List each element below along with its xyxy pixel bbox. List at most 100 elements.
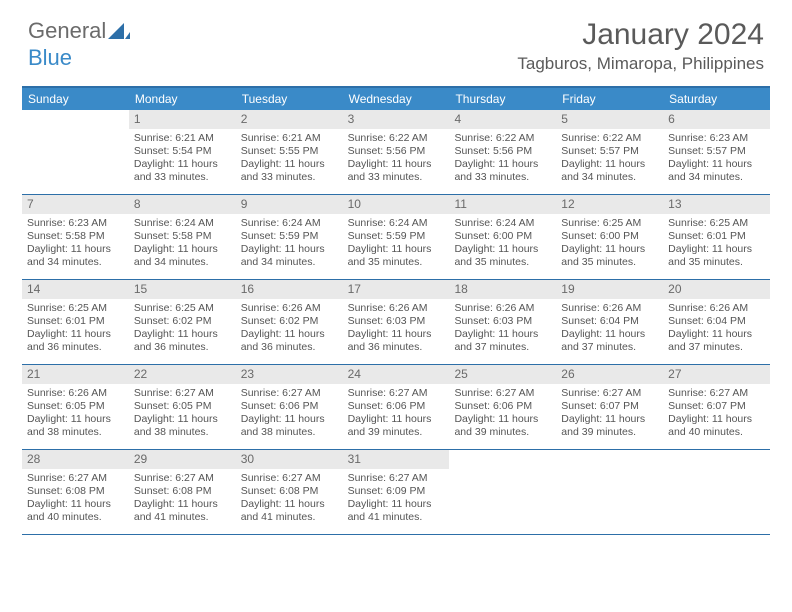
- calendar-cell: 12Sunrise: 6:25 AMSunset: 6:00 PMDayligh…: [556, 195, 663, 279]
- calendar-cell: 20Sunrise: 6:26 AMSunset: 6:04 PMDayligh…: [663, 280, 770, 364]
- daylight-text: Daylight: 11 hours and 34 minutes.: [668, 158, 765, 184]
- sunrise-text: Sunrise: 6:23 AM: [668, 132, 765, 145]
- day-number: 30: [236, 450, 343, 469]
- daylight-text: Daylight: 11 hours and 41 minutes.: [134, 498, 231, 524]
- daylight-text: Daylight: 11 hours and 37 minutes.: [454, 328, 551, 354]
- calendar-cell: 4Sunrise: 6:22 AMSunset: 5:56 PMDaylight…: [449, 110, 556, 194]
- calendar-cell: 22Sunrise: 6:27 AMSunset: 6:05 PMDayligh…: [129, 365, 236, 449]
- sunrise-text: Sunrise: 6:25 AM: [561, 217, 658, 230]
- day-number: 20: [663, 280, 770, 299]
- cell-body: Sunrise: 6:27 AMSunset: 6:06 PMDaylight:…: [343, 384, 450, 444]
- day-number: 29: [129, 450, 236, 469]
- sunset-text: Sunset: 5:58 PM: [134, 230, 231, 243]
- cell-body: Sunrise: 6:23 AMSunset: 5:58 PMDaylight:…: [22, 214, 129, 274]
- sunset-text: Sunset: 6:02 PM: [134, 315, 231, 328]
- day-number: 16: [236, 280, 343, 299]
- sunrise-text: Sunrise: 6:24 AM: [134, 217, 231, 230]
- sunset-text: Sunset: 6:05 PM: [134, 400, 231, 413]
- calendar-cell: 27Sunrise: 6:27 AMSunset: 6:07 PMDayligh…: [663, 365, 770, 449]
- day-number: 31: [343, 450, 450, 469]
- sunset-text: Sunset: 6:06 PM: [348, 400, 445, 413]
- daylight-text: Daylight: 11 hours and 40 minutes.: [668, 413, 765, 439]
- cell-body: Sunrise: 6:27 AMSunset: 6:07 PMDaylight:…: [663, 384, 770, 444]
- calendar-cell: 2Sunrise: 6:21 AMSunset: 5:55 PMDaylight…: [236, 110, 343, 194]
- daylight-text: Daylight: 11 hours and 38 minutes.: [134, 413, 231, 439]
- cell-body: Sunrise: 6:26 AMSunset: 6:03 PMDaylight:…: [343, 299, 450, 359]
- cell-body: Sunrise: 6:27 AMSunset: 6:07 PMDaylight:…: [556, 384, 663, 444]
- calendar-cell: 19Sunrise: 6:26 AMSunset: 6:04 PMDayligh…: [556, 280, 663, 364]
- calendar-cell: 23Sunrise: 6:27 AMSunset: 6:06 PMDayligh…: [236, 365, 343, 449]
- title-block: January 2024 Tagburos, Mimaropa, Philipp…: [517, 18, 764, 74]
- daylight-text: Daylight: 11 hours and 33 minutes.: [134, 158, 231, 184]
- sunrise-text: Sunrise: 6:27 AM: [241, 387, 338, 400]
- week-row: 1Sunrise: 6:21 AMSunset: 5:54 PMDaylight…: [22, 110, 770, 195]
- cell-body: Sunrise: 6:27 AMSunset: 6:06 PMDaylight:…: [449, 384, 556, 444]
- daylight-text: Daylight: 11 hours and 38 minutes.: [27, 413, 124, 439]
- sunrise-text: Sunrise: 6:24 AM: [454, 217, 551, 230]
- daylight-text: Daylight: 11 hours and 34 minutes.: [561, 158, 658, 184]
- calendar-cell: 14Sunrise: 6:25 AMSunset: 6:01 PMDayligh…: [22, 280, 129, 364]
- day-number: 4: [449, 110, 556, 129]
- sunset-text: Sunset: 6:06 PM: [454, 400, 551, 413]
- sunrise-text: Sunrise: 6:27 AM: [134, 387, 231, 400]
- day-number: 13: [663, 195, 770, 214]
- day-number: 8: [129, 195, 236, 214]
- day-number: 11: [449, 195, 556, 214]
- cell-body: Sunrise: 6:25 AMSunset: 6:01 PMDaylight:…: [22, 299, 129, 359]
- calendar-cell: 8Sunrise: 6:24 AMSunset: 5:58 PMDaylight…: [129, 195, 236, 279]
- cell-body: Sunrise: 6:27 AMSunset: 6:09 PMDaylight:…: [343, 469, 450, 529]
- week-row: 14Sunrise: 6:25 AMSunset: 6:01 PMDayligh…: [22, 280, 770, 365]
- day-number: 14: [22, 280, 129, 299]
- cell-body: [556, 469, 663, 476]
- calendar-cell: 7Sunrise: 6:23 AMSunset: 5:58 PMDaylight…: [22, 195, 129, 279]
- day-number: 9: [236, 195, 343, 214]
- sunset-text: Sunset: 5:58 PM: [27, 230, 124, 243]
- calendar-cell: 17Sunrise: 6:26 AMSunset: 6:03 PMDayligh…: [343, 280, 450, 364]
- daylight-text: Daylight: 11 hours and 36 minutes.: [241, 328, 338, 354]
- sunset-text: Sunset: 6:06 PM: [241, 400, 338, 413]
- day-header: Saturday: [663, 88, 770, 110]
- sunrise-text: Sunrise: 6:27 AM: [454, 387, 551, 400]
- daylight-text: Daylight: 11 hours and 33 minutes.: [348, 158, 445, 184]
- sunset-text: Sunset: 6:00 PM: [561, 230, 658, 243]
- week-row: 28Sunrise: 6:27 AMSunset: 6:08 PMDayligh…: [22, 450, 770, 535]
- day-number: 7: [22, 195, 129, 214]
- day-number: 15: [129, 280, 236, 299]
- cell-body: Sunrise: 6:21 AMSunset: 5:54 PMDaylight:…: [129, 129, 236, 189]
- sunset-text: Sunset: 6:04 PM: [668, 315, 765, 328]
- daylight-text: Daylight: 11 hours and 35 minutes.: [348, 243, 445, 269]
- sunrise-text: Sunrise: 6:22 AM: [454, 132, 551, 145]
- cell-body: [22, 129, 129, 136]
- cell-body: Sunrise: 6:26 AMSunset: 6:04 PMDaylight:…: [556, 299, 663, 359]
- daylight-text: Daylight: 11 hours and 41 minutes.: [348, 498, 445, 524]
- cell-body: Sunrise: 6:25 AMSunset: 6:02 PMDaylight:…: [129, 299, 236, 359]
- day-number: 18: [449, 280, 556, 299]
- location-subtitle: Tagburos, Mimaropa, Philippines: [517, 54, 764, 74]
- sunset-text: Sunset: 6:04 PM: [561, 315, 658, 328]
- cell-body: Sunrise: 6:25 AMSunset: 6:00 PMDaylight:…: [556, 214, 663, 274]
- day-number: 25: [449, 365, 556, 384]
- page-header: General Blue January 2024 Tagburos, Mima…: [0, 0, 792, 80]
- day-header: Monday: [129, 88, 236, 110]
- daylight-text: Daylight: 11 hours and 33 minutes.: [241, 158, 338, 184]
- sunset-text: Sunset: 6:03 PM: [454, 315, 551, 328]
- sunrise-text: Sunrise: 6:26 AM: [454, 302, 551, 315]
- sunrise-text: Sunrise: 6:27 AM: [348, 387, 445, 400]
- sunrise-text: Sunrise: 6:26 AM: [348, 302, 445, 315]
- day-header: Thursday: [449, 88, 556, 110]
- calendar-cell: 16Sunrise: 6:26 AMSunset: 6:02 PMDayligh…: [236, 280, 343, 364]
- daylight-text: Daylight: 11 hours and 41 minutes.: [241, 498, 338, 524]
- daylight-text: Daylight: 11 hours and 35 minutes.: [454, 243, 551, 269]
- logo-sail-icon: [108, 19, 130, 45]
- month-title: January 2024: [517, 18, 764, 52]
- sunset-text: Sunset: 6:02 PM: [241, 315, 338, 328]
- sunrise-text: Sunrise: 6:27 AM: [668, 387, 765, 400]
- sunrise-text: Sunrise: 6:25 AM: [668, 217, 765, 230]
- logo: General Blue: [28, 18, 130, 71]
- calendar-cell: 25Sunrise: 6:27 AMSunset: 6:06 PMDayligh…: [449, 365, 556, 449]
- calendar-cell: 21Sunrise: 6:26 AMSunset: 6:05 PMDayligh…: [22, 365, 129, 449]
- sunrise-text: Sunrise: 6:25 AM: [134, 302, 231, 315]
- sunset-text: Sunset: 6:09 PM: [348, 485, 445, 498]
- cell-body: Sunrise: 6:26 AMSunset: 6:02 PMDaylight:…: [236, 299, 343, 359]
- calendar-cell: 13Sunrise: 6:25 AMSunset: 6:01 PMDayligh…: [663, 195, 770, 279]
